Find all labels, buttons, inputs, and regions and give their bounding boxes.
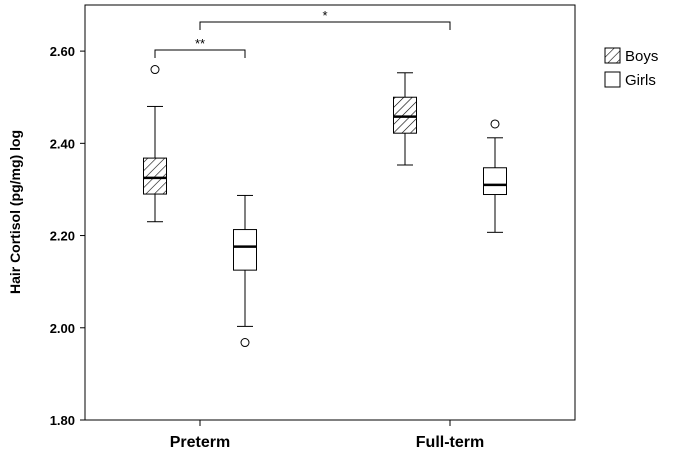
legend-label-boys: Boys	[625, 48, 658, 65]
y-tick-label: 2.60	[50, 44, 75, 59]
significance-bracket	[199, 21, 451, 30]
legend-label-girls: Girls	[625, 72, 656, 89]
box-outlier	[150, 65, 160, 75]
plot-frame	[84, 4, 576, 421]
significance-label: **	[195, 36, 205, 51]
legend-swatch-girls	[604, 71, 621, 88]
box-iqr	[483, 167, 507, 196]
legend-swatch-boys	[604, 47, 621, 64]
y-axis-label: Hair Cortisol (pg/mg) log	[7, 130, 23, 294]
box-iqr	[393, 96, 417, 134]
y-tick-label: 1.80	[50, 413, 75, 428]
x-tick-label: Full-term	[416, 434, 484, 451]
y-tick-label: 2.40	[50, 136, 75, 151]
box-outlier	[490, 119, 500, 129]
legend: Boys Girls	[604, 47, 658, 89]
box-iqr	[233, 229, 257, 271]
box-outlier	[240, 338, 250, 348]
y-tick-label: 2.00	[50, 321, 75, 336]
x-tick-label: Preterm	[170, 434, 230, 451]
y-tick-label: 2.20	[50, 229, 75, 244]
significance-label: *	[322, 8, 327, 23]
box-iqr	[143, 157, 167, 195]
significance-bracket	[154, 49, 246, 58]
